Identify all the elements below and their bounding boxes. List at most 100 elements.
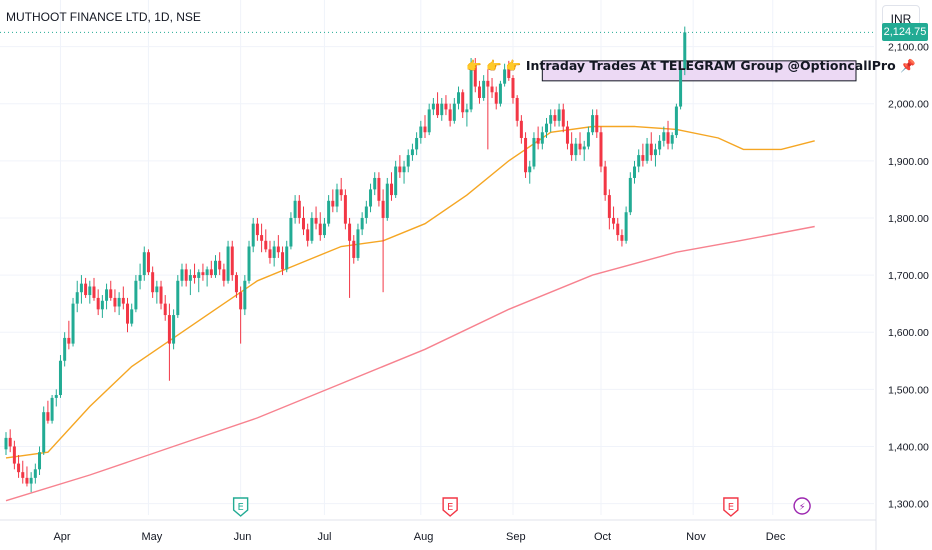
- candle-body: [352, 240, 356, 258]
- candle-body: [276, 246, 280, 253]
- candle-body: [574, 143, 578, 156]
- candle-body: [46, 412, 50, 421]
- candle-body: [612, 217, 616, 224]
- candle-body: [146, 252, 150, 273]
- candle-body: [486, 80, 490, 87]
- candle-body: [197, 272, 201, 278]
- candle-body: [142, 252, 146, 276]
- candle-body: [641, 155, 645, 161]
- candle-body: [226, 246, 230, 281]
- candle-body: [356, 229, 360, 258]
- candle-body: [281, 252, 285, 270]
- promo-annotation: 👉 👉 👉 Intraday Trades At TELEGRAM Group …: [466, 58, 916, 74]
- candle-body: [310, 217, 314, 241]
- candle-body: [38, 452, 42, 470]
- candle-body: [549, 115, 553, 124]
- candle-body: [214, 260, 217, 276]
- earnings-marker[interactable]: E: [723, 497, 739, 517]
- earnings-marker[interactable]: E: [232, 497, 249, 517]
- candle-body: [406, 155, 410, 167]
- candle-body: [528, 166, 532, 173]
- candle-body: [12, 446, 16, 464]
- candle-body: [578, 143, 582, 150]
- candle-body: [452, 103, 456, 121]
- candle-body: [620, 235, 624, 241]
- candle-body: [381, 200, 385, 218]
- candle-body: [58, 360, 62, 396]
- candle-body: [163, 303, 167, 316]
- candle-body: [297, 200, 301, 218]
- candle-body: [92, 286, 96, 298]
- moving-average-long: [5, 225, 815, 502]
- candle-body: [343, 195, 347, 224]
- y-tick-label: 1,800.00: [888, 213, 929, 225]
- candle-body: [448, 109, 452, 121]
- y-tick-label: 1,600.00: [888, 327, 929, 339]
- candle-body: [339, 189, 343, 196]
- candle-body: [540, 132, 544, 144]
- pushpin-icon: 📌: [900, 58, 916, 73]
- svg-text:⚡: ⚡: [799, 502, 806, 513]
- candle-body: [322, 223, 326, 236]
- candle-body: [444, 103, 448, 110]
- candle-body: [389, 183, 393, 196]
- earnings-marker[interactable]: E: [442, 497, 458, 517]
- candle-body: [670, 135, 674, 144]
- x-tick-label: Dec: [766, 531, 786, 543]
- candle-body: [63, 337, 67, 361]
- candle-body: [398, 166, 402, 173]
- candle-body: [586, 132, 590, 147]
- candle-body: [532, 137, 536, 167]
- candle-body: [42, 412, 46, 453]
- candle-body: [465, 109, 469, 113]
- candle-body: [469, 63, 473, 110]
- x-tick-label: Oct: [594, 531, 611, 543]
- candle-body: [461, 92, 465, 113]
- candle-body: [113, 297, 117, 307]
- candle-body: [84, 283, 88, 296]
- candle-body: [247, 246, 251, 281]
- candle-body: [377, 177, 381, 201]
- candle-body: [674, 106, 678, 136]
- moving-average-short: [5, 125, 815, 459]
- candle-body: [616, 223, 620, 236]
- candle-body: [603, 166, 607, 196]
- candle-body: [306, 229, 310, 241]
- x-tick-label: Aug: [414, 531, 434, 543]
- candle-body: [364, 206, 368, 218]
- candle-body: [105, 289, 109, 301]
- svg-text:E: E: [728, 502, 734, 513]
- candle-body: [314, 217, 318, 224]
- candle-body: [67, 337, 71, 344]
- candle-body: [360, 217, 364, 230]
- candle-body: [419, 126, 423, 138]
- y-tick-label: 1,900.00: [888, 156, 929, 168]
- x-tick-label: Apr: [53, 531, 70, 543]
- annotation-text: Intraday Trades At TELEGRAM Group @Optio…: [525, 58, 896, 73]
- candle-body: [184, 269, 188, 281]
- candle-body: [193, 275, 197, 278]
- candle-body: [653, 149, 657, 156]
- candle-body: [88, 286, 92, 296]
- x-tick-label: Nov: [686, 531, 706, 543]
- x-tick-label: Sep: [506, 531, 526, 543]
- candle-body: [633, 166, 636, 178]
- candle-body: [289, 217, 293, 247]
- candle-body: [96, 297, 100, 310]
- candle-body: [251, 223, 255, 247]
- candle-body: [17, 463, 21, 473]
- candle-body: [117, 297, 121, 307]
- candle-body: [591, 115, 595, 133]
- candle-body: [557, 109, 561, 121]
- candle-body: [335, 189, 339, 207]
- candle-body: [255, 223, 259, 236]
- dividend-marker[interactable]: ⚡: [793, 497, 811, 515]
- candle-body: [50, 397, 54, 421]
- candle-body: [494, 92, 498, 104]
- candle-body: [431, 103, 435, 110]
- candle-body: [561, 109, 565, 127]
- candle-body: [536, 137, 540, 144]
- candle-body: [264, 240, 268, 250]
- candle-body: [121, 297, 125, 304]
